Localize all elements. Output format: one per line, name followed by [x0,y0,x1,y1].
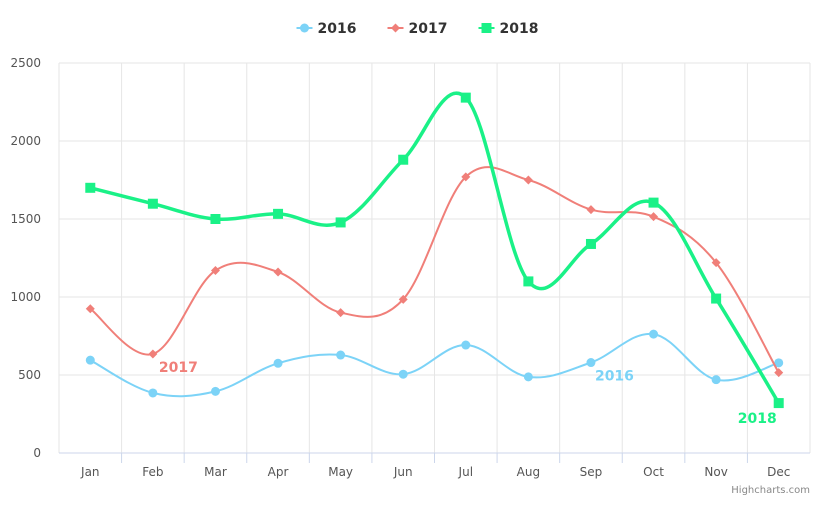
x-tick-label: Sep [580,465,603,479]
data-point-2017[interactable] [461,172,471,182]
data-point-2018[interactable] [147,198,158,209]
series-2016[interactable]: 2016 [85,329,784,398]
x-tick-label: Jun [393,465,413,479]
data-point-2018[interactable] [210,214,221,224]
data-point-2016[interactable] [210,386,220,396]
data-point-2018[interactable] [585,238,596,249]
data-point-2016[interactable] [649,329,659,339]
data-point-2017[interactable] [649,212,659,222]
x-tick-label: Oct [643,465,664,479]
credits-label[interactable]: Highcharts.com [731,485,810,496]
data-point-2018[interactable] [523,276,534,287]
data-point-2017[interactable] [774,368,784,378]
legend-label: 2016 [318,21,357,37]
data-point-2016[interactable] [711,375,721,385]
data-point-2018[interactable] [398,154,409,165]
data-point-2018[interactable] [773,398,784,409]
data-point-2017[interactable] [210,265,220,275]
legend-label: 2018 [500,21,539,37]
x-tick-label: Mar [204,465,227,479]
legend-item-2017[interactable]: 2017 [387,21,448,37]
y-tick-label: 2500 [10,56,41,70]
data-point-2017[interactable] [586,205,596,215]
series-label-2018: 2018 [738,411,777,427]
legend-label: 2017 [409,21,448,37]
x-tick-label: Feb [142,465,163,479]
legend[interactable]: 2016 2017 2018 [296,21,539,37]
data-point-2016[interactable] [523,372,533,382]
series-line-2017[interactable] [89,166,780,374]
data-point-2016[interactable] [461,340,471,350]
data-point-2018[interactable] [460,92,471,103]
data-point-2016[interactable] [85,355,95,365]
data-point-2016[interactable] [148,388,158,398]
x-tick-label: Jan [80,465,100,479]
data-point-2016[interactable] [398,369,408,379]
y-tick-label: 2000 [10,134,41,148]
legend-item-2016[interactable]: 2016 [296,21,357,37]
data-point-2016[interactable] [586,358,596,368]
data-point-2018[interactable] [648,197,659,208]
grid-lines [58,62,811,454]
series-layer: 2016 2017 2018 [85,91,784,427]
x-tick-label: May [328,465,353,479]
data-point-2018[interactable] [711,293,722,304]
data-point-2016[interactable] [336,350,346,360]
y-axis: 0 500 1000 1500 2000 2500 [10,56,41,460]
data-point-2016[interactable] [774,358,784,368]
series-label-2017: 2017 [159,360,198,376]
legend-item-2018[interactable]: 2018 [478,21,539,37]
series-2017[interactable]: 2017 [85,166,784,378]
data-point-2018[interactable] [273,208,284,219]
x-tick-label: Nov [704,465,727,479]
x-tick-label: Jul [458,465,473,479]
data-point-2017[interactable] [711,258,721,268]
data-point-2018[interactable] [85,182,96,193]
data-point-2017[interactable] [273,267,283,277]
data-point-2017[interactable] [523,175,533,185]
series-label-2016: 2016 [595,369,634,385]
legend-marker [481,23,492,33]
legend-marker [391,23,400,33]
legend-marker [300,23,309,33]
data-point-2017[interactable] [398,294,408,304]
data-point-2016[interactable] [273,358,283,368]
x-tick-label: Dec [767,465,790,479]
y-tick-label: 500 [18,368,41,382]
x-tick-label: Aug [517,465,540,479]
data-point-2017[interactable] [336,308,346,318]
y-tick-label: 1000 [10,290,41,304]
y-tick-label: 0 [33,446,41,460]
data-point-2017[interactable] [85,304,95,314]
series-2018[interactable]: 2018 [85,91,784,427]
data-point-2018[interactable] [335,217,346,228]
x-axis: Jan Feb Mar Apr May Jun Jul Aug Sep Oct Nov Dec [59,452,810,479]
y-tick-label: 1500 [10,212,41,226]
x-tick-label: Apr [268,465,289,479]
data-point-2017[interactable] [148,349,158,359]
